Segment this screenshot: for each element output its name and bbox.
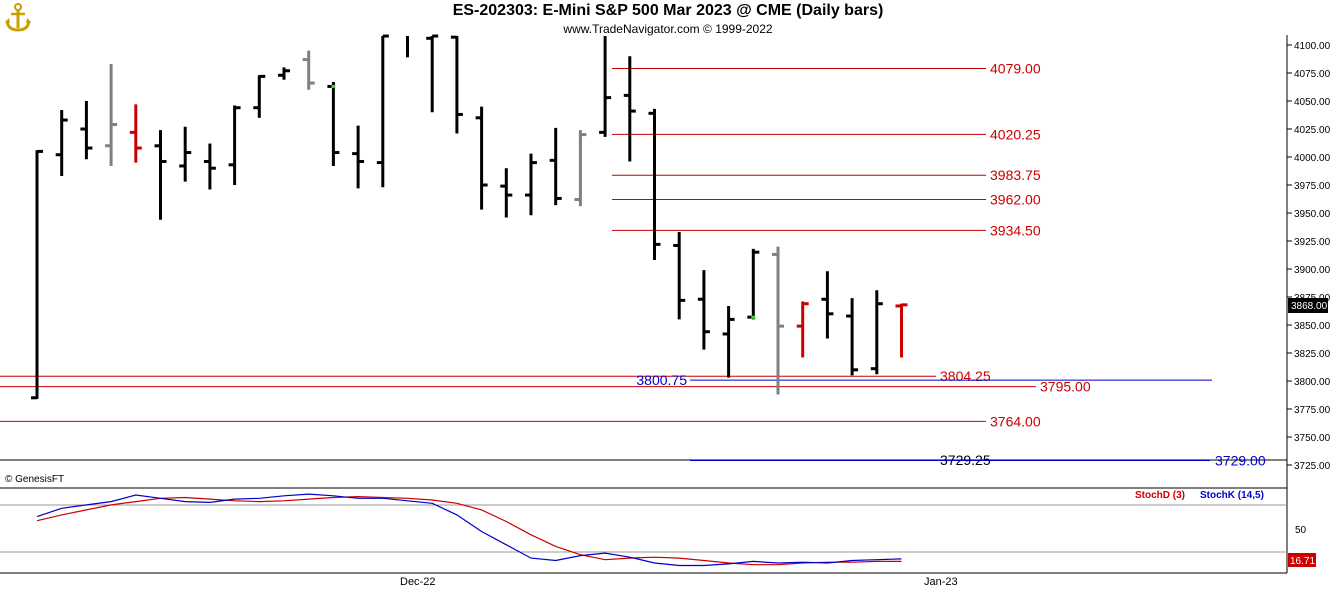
level-label: 3983.75 <box>990 167 1041 183</box>
anchor-logo-icon <box>5 3 31 32</box>
price-bar <box>105 64 118 166</box>
chart-axes <box>0 35 1288 574</box>
stochastic-line <box>36 495 902 566</box>
y-tick-label: 4075.00 <box>1294 69 1331 80</box>
level-label: 4079.00 <box>990 61 1041 77</box>
stochastic-panel <box>36 493 902 567</box>
level-label: 3962.00 <box>990 192 1041 208</box>
level-label: 3764.00 <box>990 413 1041 429</box>
chart-title: ES-202303: E-Mini S&P 500 Mar 2023 @ CME… <box>452 2 884 19</box>
y-tick-label: 4000.00 <box>1294 153 1331 164</box>
level-label: 3800.75 <box>636 372 687 388</box>
price-bar <box>475 106 488 210</box>
y-tick-label: 4050.00 <box>1294 97 1331 108</box>
price-bar <box>352 125 365 189</box>
y-tick-label: 4025.00 <box>1294 125 1331 136</box>
price-bar <box>525 153 537 216</box>
last-price-marker: 3868.00 <box>1288 298 1328 313</box>
level-label: 3804.25 <box>940 368 991 384</box>
price-bar <box>203 143 216 190</box>
y-tick-label: 3800.00 <box>1294 377 1331 388</box>
price-bar <box>747 248 760 320</box>
price-bar <box>55 109 68 177</box>
stoch-tick-label: 50 <box>1295 525 1307 536</box>
stochastic-line <box>36 493 902 567</box>
price-bar <box>697 270 710 350</box>
price-bar <box>870 290 883 375</box>
price-bar <box>302 50 315 90</box>
y-tick-label: 3750.00 <box>1294 433 1331 444</box>
level-label: 4020.25 <box>990 126 1041 142</box>
price-bar <box>623 56 636 162</box>
stoch-last-value: 16.71 <box>1290 556 1315 567</box>
price-bar <box>846 298 859 376</box>
price-bar <box>31 149 43 400</box>
price-bar <box>154 130 167 220</box>
level-label: 3934.50 <box>990 222 1041 238</box>
y-tick-label: 3900.00 <box>1294 265 1331 276</box>
chart-subtitle: www.TradeNavigator.com © 1999-2022 <box>563 22 773 36</box>
price-bar <box>179 126 192 182</box>
x-label-jan23: Jan-23 <box>924 576 958 588</box>
price-bar <box>673 232 686 320</box>
price-bar <box>500 168 513 218</box>
y-tick-label: 3775.00 <box>1294 405 1331 416</box>
level-label: 3795.00 <box>1040 379 1091 395</box>
x-label-dec22: Dec-22 <box>400 576 435 588</box>
y-tick-label: 3850.00 <box>1294 321 1331 332</box>
price-bar <box>821 271 834 339</box>
date-axis: Dec-22 Jan-23 <box>400 576 958 588</box>
y-tick-label: 3950.00 <box>1294 209 1331 220</box>
price-bar <box>796 301 809 358</box>
price-bars <box>31 34 908 400</box>
price-levels: 4079.00 4020.25 3983.75 3962.00 3934.50 3804.… <box>0 61 1266 469</box>
y-tick-label: 3925.00 <box>1294 237 1331 248</box>
price-bar <box>278 67 290 80</box>
price-bar <box>722 305 735 378</box>
copyright-label: © GenesisFT <box>5 474 65 485</box>
stochastic-legend: StochD (3) StochK (14,5) <box>1135 490 1264 501</box>
price-bar <box>450 35 463 134</box>
y-tick-label: 3975.00 <box>1294 181 1331 192</box>
price-bar <box>772 246 784 395</box>
price-bar <box>129 104 142 163</box>
price-bar <box>253 74 266 118</box>
level-label: 3729.00 <box>1215 453 1266 469</box>
price-bar <box>549 127 562 206</box>
price-bar <box>327 81 340 166</box>
legend-stochd: StochD (3) <box>1135 490 1185 501</box>
last-price-label: 3868.00 <box>1291 301 1328 312</box>
y-tick-label: 3725.00 <box>1294 461 1331 472</box>
price-bar <box>376 34 389 188</box>
price-bar <box>426 34 439 113</box>
price-bar <box>648 108 661 261</box>
stochastic-axis: 50 16.71 <box>1288 525 1316 567</box>
price-bar <box>80 101 93 160</box>
y-tick-label: 3825.00 <box>1294 349 1331 360</box>
price-axis-ticks: 4100.00 4075.00 4050.00 4025.00 4000.00 3975.… <box>1287 41 1331 472</box>
y-tick-label: 4100.00 <box>1294 41 1331 52</box>
price-bar <box>228 105 241 185</box>
price-bar <box>599 36 612 137</box>
legend-stochk: StochK (14,5) <box>1200 490 1264 501</box>
price-bar <box>895 303 908 358</box>
price-bar <box>574 130 587 207</box>
